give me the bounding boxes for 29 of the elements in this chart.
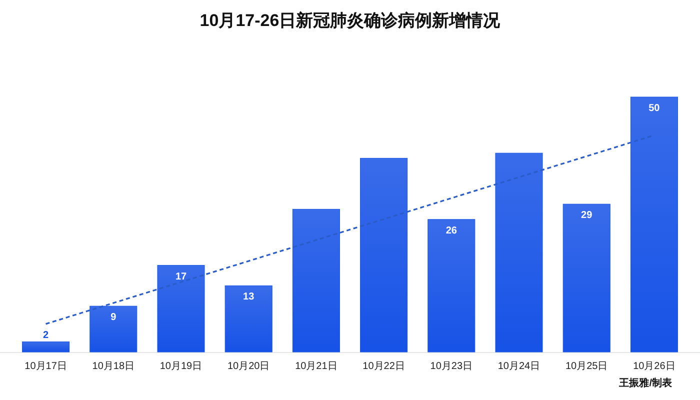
bar xyxy=(562,204,610,352)
bar xyxy=(22,342,70,352)
x-tick-label: 10月21日 xyxy=(295,361,338,372)
chart-title: 10月17-26日新冠肺炎确诊病例新增情况 xyxy=(200,11,502,30)
bar xyxy=(90,306,138,352)
x-tick-label: 10月22日 xyxy=(362,361,405,372)
bar xyxy=(630,96,678,352)
data-label: 17 xyxy=(175,271,187,282)
text: 王振雅/制表 xyxy=(618,377,673,389)
bar xyxy=(495,152,543,352)
x-tick-label: 10月25日 xyxy=(565,361,608,372)
x-tick-label: 10月23日 xyxy=(430,361,473,372)
bar xyxy=(428,219,476,352)
bar xyxy=(292,208,340,352)
x-tick-label: 10月18日 xyxy=(92,361,135,372)
data-label: 29 xyxy=(581,210,593,222)
x-tick-label: 10月26日 xyxy=(633,361,676,372)
data-label: 13 xyxy=(243,292,255,303)
data-label: 26 xyxy=(446,225,458,236)
x-tick-label: 10月19日 xyxy=(160,361,202,372)
bar xyxy=(157,265,205,352)
bar xyxy=(360,158,408,352)
data-label: 2 xyxy=(43,330,50,341)
data-label: 9 xyxy=(110,312,117,324)
x-tick-label: 10月20日 xyxy=(227,361,270,372)
data-label: 50 xyxy=(648,103,660,114)
x-tick-label: 10月17日 xyxy=(24,361,67,372)
x-tick-label: 10月24日 xyxy=(498,361,540,372)
bar xyxy=(224,285,272,352)
